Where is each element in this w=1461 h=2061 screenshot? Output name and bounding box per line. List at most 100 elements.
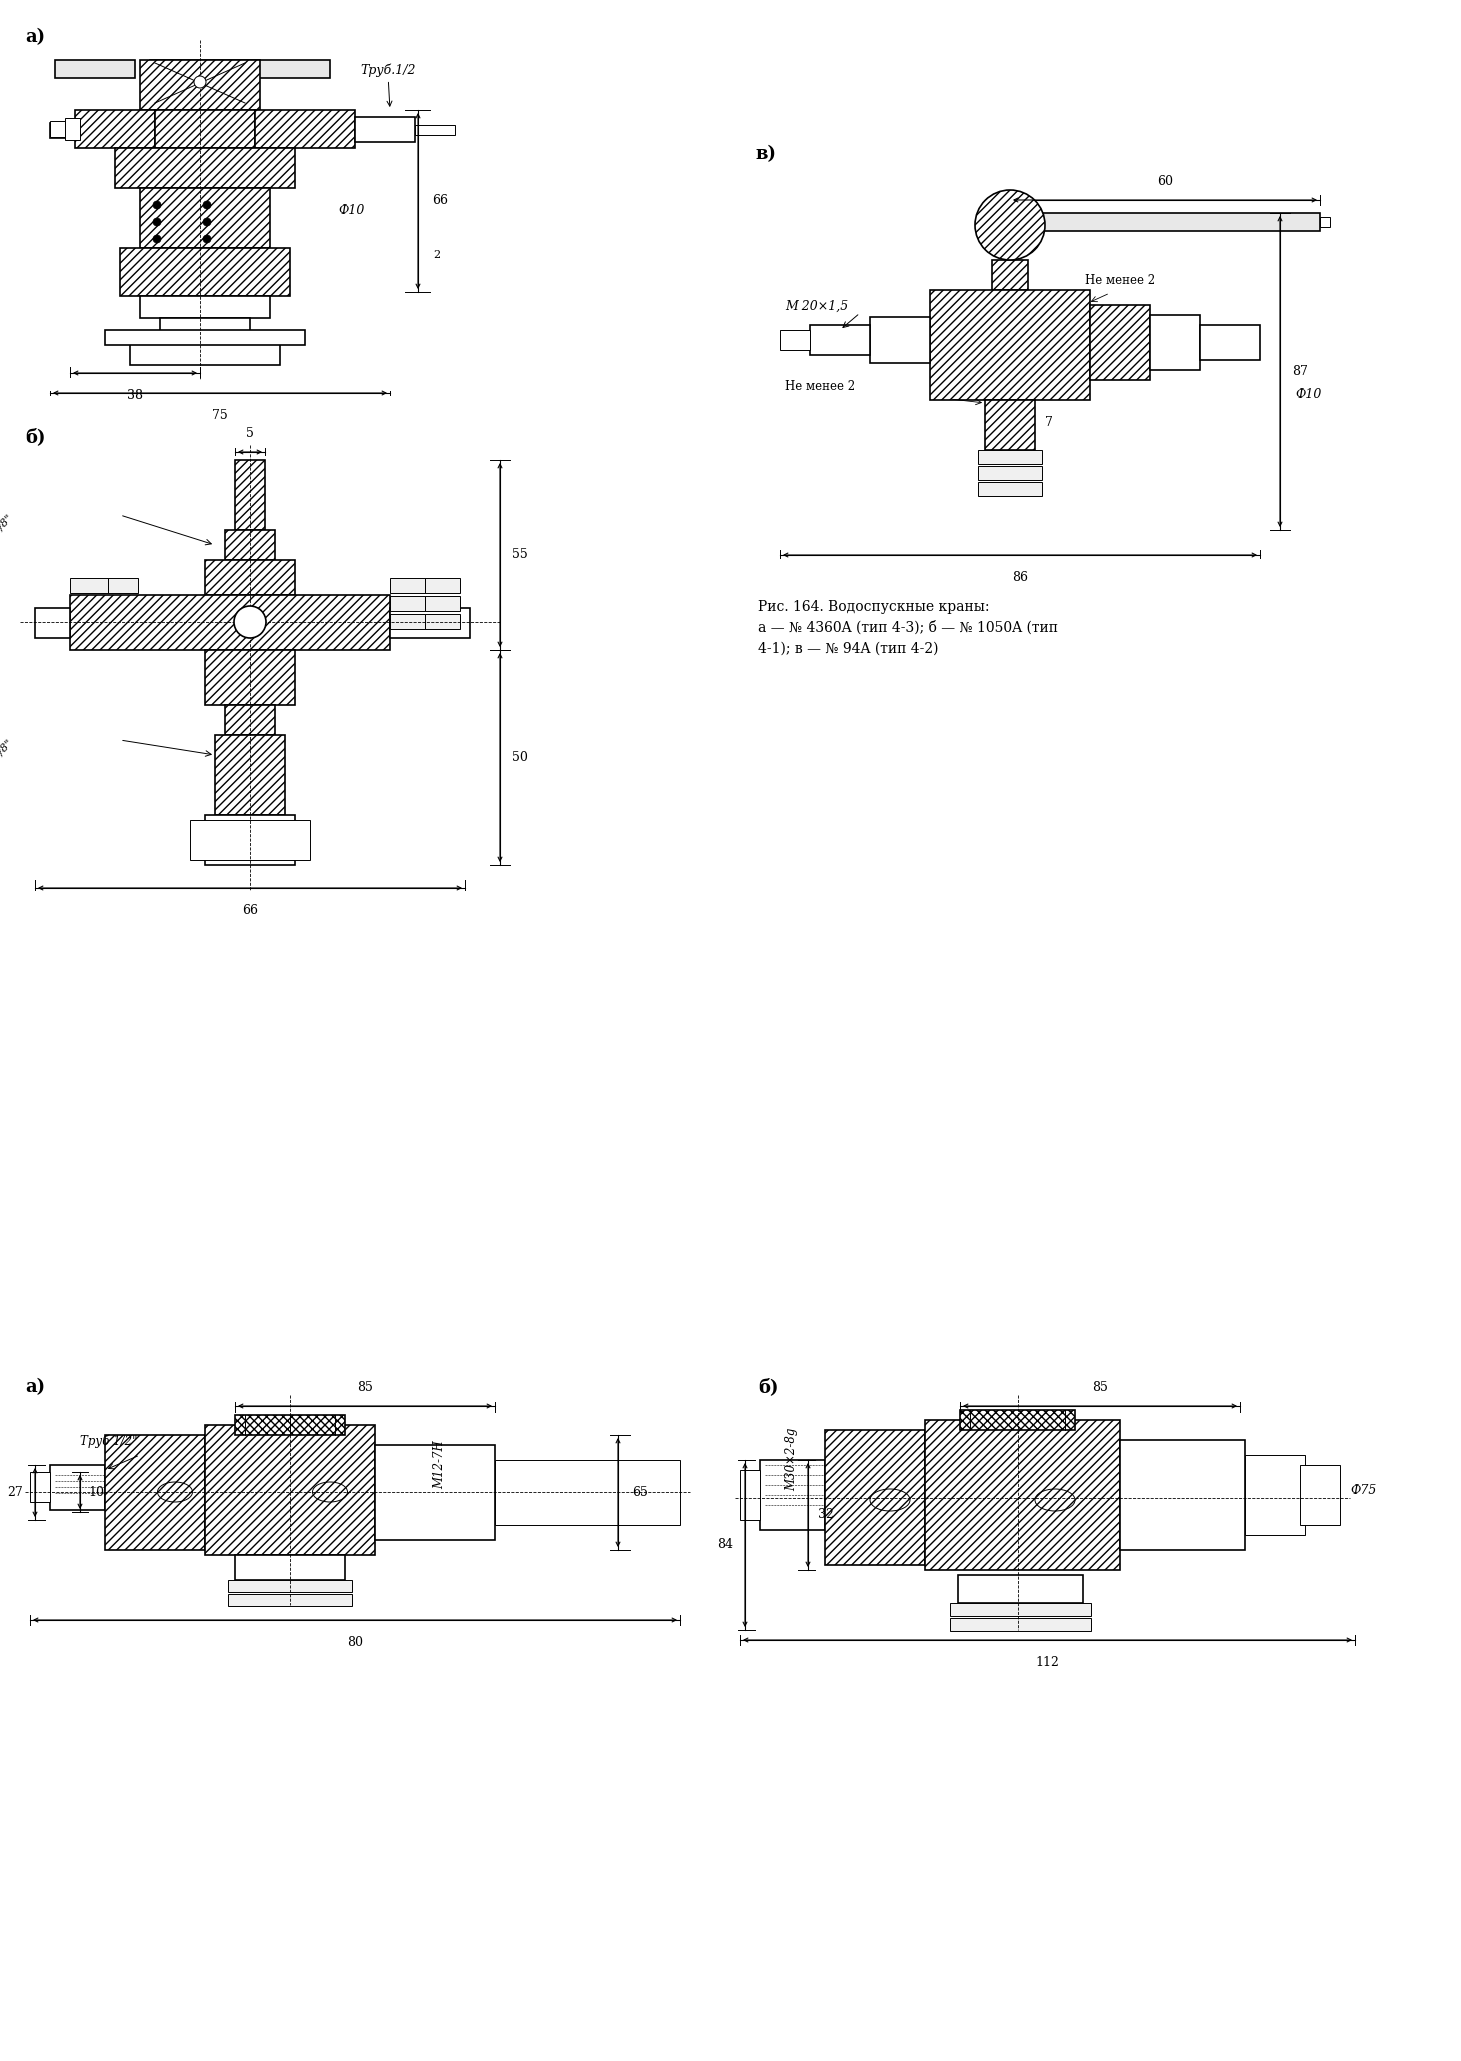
Circle shape xyxy=(153,235,161,243)
Text: Рис. 164. Водоспускные краны:
а — № 4360A (тип 4-3); б — № 1050A (тип
4-1); в — : Рис. 164. Водоспускные краны: а — № 4360… xyxy=(758,600,1058,655)
Text: Труб.1/2: Труб.1/2 xyxy=(359,64,415,105)
Bar xyxy=(950,1618,1091,1630)
Circle shape xyxy=(203,202,210,208)
Bar xyxy=(415,126,454,136)
Text: 38: 38 xyxy=(127,390,143,402)
Bar xyxy=(50,124,75,138)
Bar xyxy=(1245,1455,1305,1535)
Circle shape xyxy=(203,218,210,227)
Bar xyxy=(256,109,355,148)
Text: Ф75: Ф75 xyxy=(1350,1484,1376,1496)
Text: М 20×1,5: М 20×1,5 xyxy=(785,301,849,313)
Text: 10: 10 xyxy=(88,1486,104,1498)
Bar xyxy=(70,596,108,610)
Bar xyxy=(780,330,809,350)
Bar xyxy=(70,614,108,629)
Bar xyxy=(390,577,425,594)
Text: 85: 85 xyxy=(1091,1381,1107,1393)
Bar xyxy=(1319,216,1330,227)
Bar xyxy=(390,608,470,639)
Bar xyxy=(375,1445,495,1540)
Bar xyxy=(150,60,330,78)
Text: а): а) xyxy=(25,1379,45,1395)
Text: 2: 2 xyxy=(432,249,440,260)
Bar xyxy=(355,117,415,142)
Bar xyxy=(425,577,460,594)
Text: 80: 80 xyxy=(348,1636,362,1649)
Text: 86: 86 xyxy=(1012,571,1029,583)
Bar xyxy=(105,330,305,344)
Bar xyxy=(977,482,1042,497)
Bar xyxy=(235,460,264,530)
Text: 27: 27 xyxy=(7,1486,23,1498)
Text: М12-7Н: М12-7Н xyxy=(434,1441,447,1488)
Circle shape xyxy=(234,606,266,639)
Bar xyxy=(205,561,295,596)
Text: 7: 7 xyxy=(1045,416,1053,429)
Circle shape xyxy=(153,202,161,208)
Bar xyxy=(205,814,295,866)
Bar xyxy=(425,596,460,610)
Text: 66: 66 xyxy=(243,905,259,917)
Text: б): б) xyxy=(25,429,45,445)
Bar xyxy=(495,1459,679,1525)
Bar xyxy=(925,1420,1121,1570)
Text: Труб 1/2": Труб 1/2" xyxy=(80,1434,137,1449)
Bar xyxy=(215,736,285,814)
Text: 60: 60 xyxy=(1157,175,1173,188)
Text: 85: 85 xyxy=(356,1381,373,1393)
Text: 55: 55 xyxy=(511,548,527,561)
Circle shape xyxy=(974,190,1045,260)
Bar xyxy=(985,400,1034,449)
Text: 87: 87 xyxy=(1292,365,1308,377)
Bar xyxy=(977,466,1042,480)
Bar xyxy=(190,820,310,859)
Text: М30×2-8g: М30×2-8g xyxy=(786,1428,799,1492)
Bar xyxy=(108,614,137,629)
Bar xyxy=(155,109,256,148)
Bar xyxy=(31,1472,50,1502)
Bar xyxy=(741,1469,760,1521)
Bar xyxy=(56,60,134,78)
Bar xyxy=(1150,315,1199,371)
Circle shape xyxy=(203,235,210,243)
Bar xyxy=(161,317,250,338)
Bar xyxy=(130,336,281,365)
Text: б): б) xyxy=(758,1379,779,1395)
Bar xyxy=(225,705,275,736)
Bar xyxy=(64,117,80,140)
Bar xyxy=(75,109,155,148)
Bar xyxy=(228,1593,352,1606)
Bar xyxy=(809,326,869,354)
Bar xyxy=(1090,305,1150,379)
Bar xyxy=(140,60,260,109)
Bar xyxy=(958,1575,1083,1603)
Bar xyxy=(931,291,1090,400)
Bar xyxy=(825,1430,925,1564)
Bar xyxy=(70,577,108,594)
Circle shape xyxy=(153,218,161,227)
Text: 84: 84 xyxy=(717,1538,733,1552)
Text: 65: 65 xyxy=(633,1486,647,1498)
Bar xyxy=(425,614,460,629)
Text: Ф10: Ф10 xyxy=(1294,390,1321,402)
Bar xyxy=(390,596,425,610)
Bar xyxy=(50,122,64,136)
Text: Труб.3/8": Труб.3/8" xyxy=(0,738,15,783)
Bar xyxy=(115,148,295,188)
Bar xyxy=(205,1424,375,1554)
Bar xyxy=(390,614,425,629)
Text: 75: 75 xyxy=(212,408,228,423)
Bar xyxy=(140,297,270,317)
Bar xyxy=(960,1410,1075,1430)
Bar xyxy=(205,649,295,705)
Bar xyxy=(228,1581,352,1591)
Text: Не менее 2: Не менее 2 xyxy=(785,379,855,394)
Bar xyxy=(1199,326,1259,361)
Bar xyxy=(225,530,275,561)
Bar xyxy=(108,577,137,594)
Bar xyxy=(50,1465,105,1511)
Text: Ф10: Ф10 xyxy=(337,204,364,216)
Bar xyxy=(869,317,931,363)
Text: 32: 32 xyxy=(818,1509,834,1521)
